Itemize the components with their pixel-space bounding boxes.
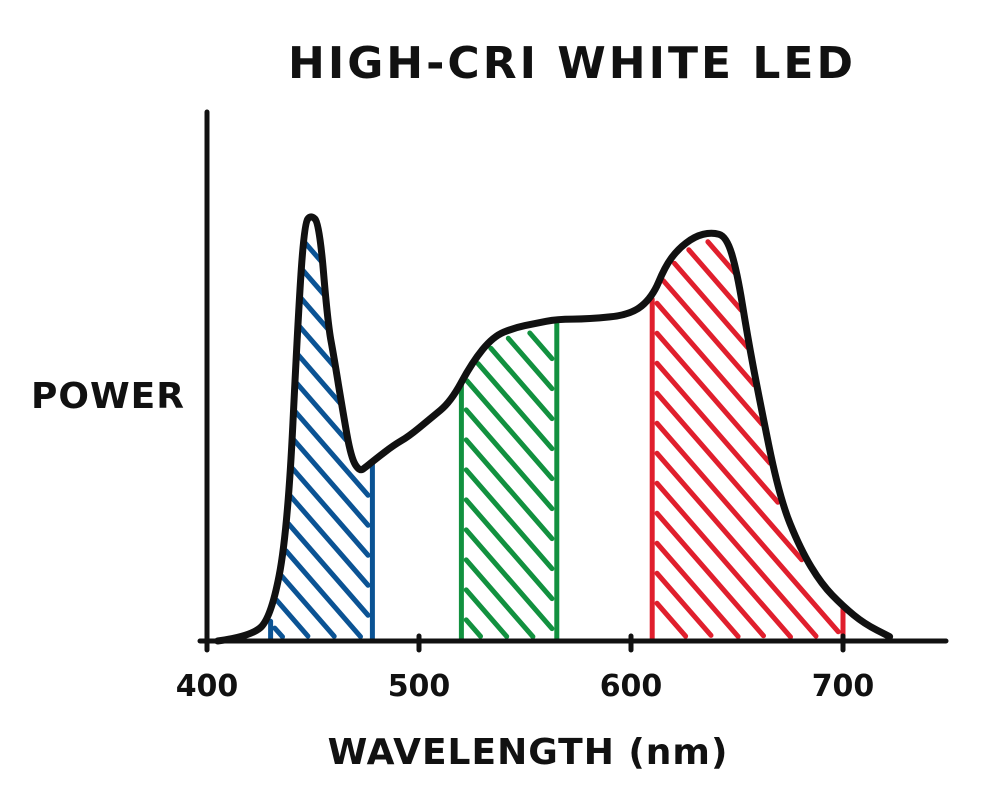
band-blue-hatch	[294, 350, 343, 406]
band-green-hatch	[463, 467, 555, 572]
band-red-hatch	[654, 510, 766, 639]
band-blue-hatch	[290, 436, 371, 528]
color-bands	[268, 239, 846, 644]
band-red-hatch	[654, 390, 805, 563]
band-blue-hatch	[296, 322, 337, 369]
y-axis-label: POWER	[31, 376, 185, 417]
band-red-hatch	[660, 278, 757, 388]
band-green-hatch	[527, 330, 555, 362]
band-blue-hatch	[293, 379, 349, 443]
band-red-hatch	[654, 600, 689, 639]
chart-title: HIGH-CRI WHITE LED	[288, 38, 856, 89]
band-red-hatch	[654, 450, 819, 639]
band-blue-hatch	[297, 294, 330, 331]
spectrum-curve	[214, 213, 894, 645]
band-red-hatch	[686, 247, 744, 313]
band-green-hatch	[463, 587, 510, 639]
band-blue-hatch	[285, 521, 371, 618]
band-red-hatch	[654, 420, 841, 635]
band-blue	[268, 239, 375, 644]
band-blue-hatch	[299, 266, 327, 298]
band-blue-hatch	[272, 625, 285, 640]
band-red-hatch	[705, 239, 738, 276]
band-green-hatch	[463, 617, 483, 639]
band-green-hatch	[475, 361, 555, 452]
band-green-hatch	[463, 557, 536, 640]
band-red-hatch	[654, 330, 773, 466]
band-green-hatch	[463, 407, 555, 512]
x-axis-label: WAVELENGTH (nm)	[328, 732, 729, 773]
band-blue-hatch	[283, 548, 363, 640]
band-red-hatch	[672, 260, 751, 350]
band-green	[458, 318, 560, 644]
band-green-hatch	[505, 335, 555, 392]
band-blue-hatch	[279, 573, 337, 639]
band-red-hatch	[654, 570, 714, 638]
band-blue-hatch	[274, 597, 311, 639]
x-tick-label: 500	[388, 669, 451, 704]
band-blue-hatch	[289, 465, 371, 558]
x-tick-label: 400	[176, 669, 239, 704]
x-tick-label: 700	[812, 669, 875, 704]
band-green-hatch	[464, 378, 555, 482]
x-tick-label: 600	[600, 669, 663, 704]
x-axis-ticks: 400 500 600 700	[176, 633, 875, 704]
band-green-hatch	[463, 527, 555, 632]
band-blue-hatch	[287, 493, 371, 588]
band-red	[649, 239, 846, 644]
band-red-hatch	[654, 300, 765, 427]
band-red-hatch	[654, 540, 741, 639]
band-red-hatch	[654, 480, 793, 640]
band-green-hatch	[463, 437, 555, 542]
band-blue-hatch	[302, 239, 324, 265]
band-green-hatch	[488, 345, 555, 422]
band-blue-hatch	[291, 408, 371, 498]
band-red-hatch	[654, 360, 781, 505]
band-green-hatch	[463, 497, 555, 602]
